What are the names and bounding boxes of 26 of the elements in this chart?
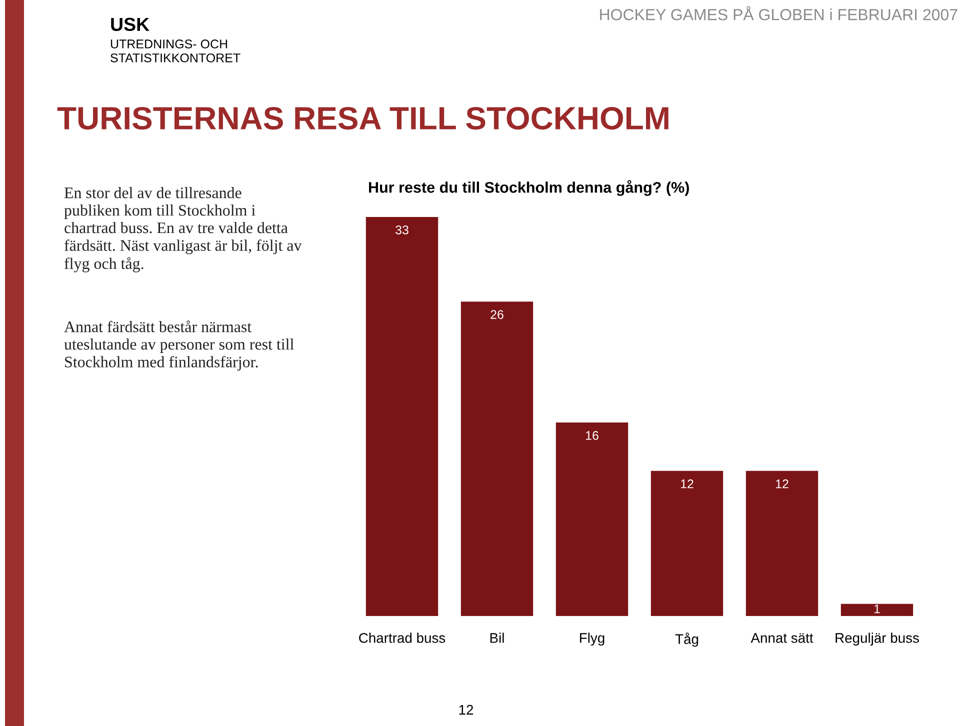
chart-subtitle: Hur reste du till Stockholm denna gång? (%): [369, 180, 689, 196]
x-tick-label: Flyg: [580, 632, 604, 646]
bar: [366, 217, 438, 616]
bar: [746, 470, 818, 616]
data-label: 12: [776, 479, 788, 488]
data-label: 12: [681, 479, 694, 488]
data-label: 16: [586, 431, 598, 440]
x-tick-label: Annat sätt: [750, 633, 814, 643]
bar: [840, 604, 914, 616]
bar: [556, 422, 628, 616]
chart-title: TURISTERNAS RESA TILL STOCKHOLM: [57, 106, 668, 130]
data-label: 26: [490, 310, 504, 319]
x-tick-label: Chartrad buss: [359, 632, 446, 643]
data-label: 33: [396, 226, 408, 234]
text: En stor del av de tillresande publiken kom till Stockholm i chartrad buss. En av tre valde detta färdsätt. Näst vanligast är bil, följt av flyg och tåg.: [64, 187, 302, 272]
bar: [650, 470, 724, 616]
text: HOCKEY GAMES PÅ GLOBEN i FEBRUARI 2007: [600, 6, 958, 20]
text: Annat färdsätt består närmast uteslutande av personer som rest till Stockholm med finlandsfärjor.: [64, 320, 294, 371]
x-tick-label: Tåg: [675, 632, 698, 647]
text: USK: [111, 18, 150, 32]
text: 12: [459, 704, 474, 715]
data-label: 1: [874, 604, 880, 614]
x-tick-label: Bil: [490, 632, 504, 643]
text: UTREDNINGS- OCH STATISTIKKONTORET: [110, 40, 240, 62]
x-tick-label: Reguljär buss: [836, 632, 919, 646]
bar: [460, 302, 534, 616]
